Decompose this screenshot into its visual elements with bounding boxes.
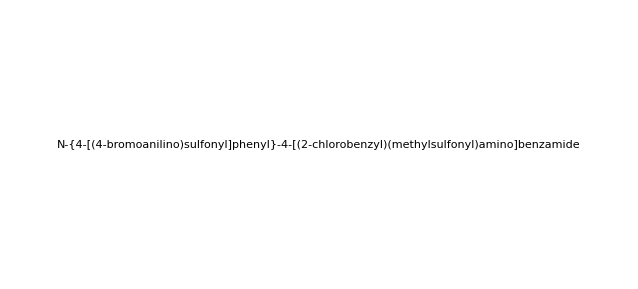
Text: N-{4-[(4-bromoanilino)sulfonyl]phenyl}-4-[(2-chlorobenzyl)(methylsulfonyl)amino]: N-{4-[(4-bromoanilino)sulfonyl]phenyl}-4… (57, 140, 581, 149)
